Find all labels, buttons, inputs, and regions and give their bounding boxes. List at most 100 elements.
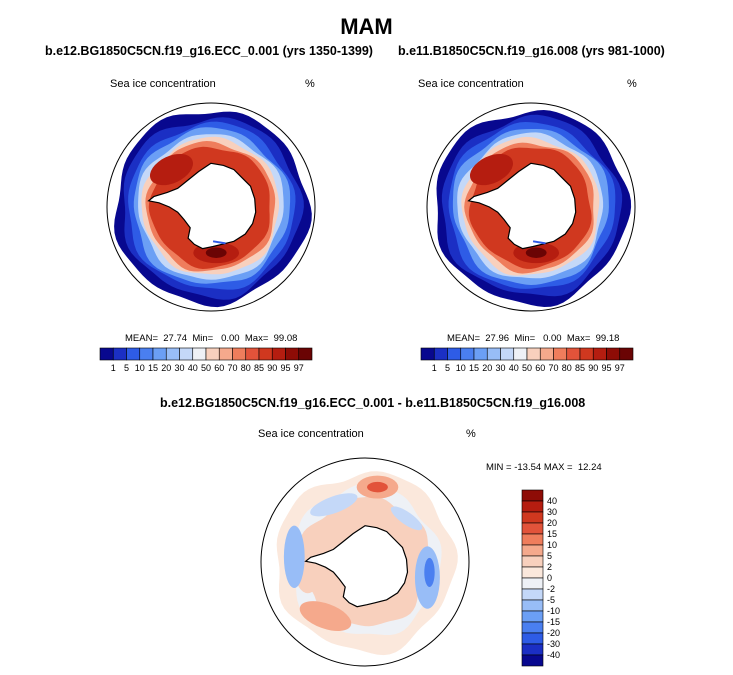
panel-1-map-boundary [106, 102, 316, 312]
panel-3-colorbar-swatch-11 [521, 610, 544, 623]
panel-3-colorbar-tick-label-14: -40 [547, 650, 560, 660]
panel-1-units-label: % [305, 78, 315, 90]
panel-3-colorbar-tick-label-4: 10 [547, 540, 557, 550]
panel-1-colorbar-tick-label-5: 30 [174, 363, 184, 373]
panel-3-colorbar-swatch-7 [521, 566, 544, 579]
panel-2-ross-max-ice [525, 247, 547, 258]
panel-3-colorbar-tick-label-11: -15 [547, 617, 560, 627]
panel-3-colorbar-tick-label-5: 5 [547, 551, 552, 561]
panel-3-colorbar-swatch-14 [521, 643, 544, 656]
panel-2-layers [427, 103, 635, 311]
panel-3-colorbar-tick-label-0: 40 [547, 496, 557, 506]
panel-3-colorbar-swatch-10 [521, 599, 544, 612]
panel-3-negative-anomaly-3-core [424, 557, 435, 587]
panel-1-colorbar-tick-label-14: 97 [294, 363, 304, 373]
panel-1-antarctica-coastline [147, 162, 257, 250]
panel-2-map-boundary [426, 102, 636, 312]
panel-3-colorbar-swatch-9 [521, 588, 544, 601]
panel-2-colorbar-tick-label-0: 1 [432, 363, 437, 373]
panel-3-colorbar-swatch-12 [521, 621, 544, 634]
panel-2-colorbar-tick-label-14: 97 [615, 363, 625, 373]
panel-3-colorbar-swatch-5 [521, 544, 544, 557]
panel-1-weddell-high-ice [149, 153, 193, 186]
panel-1-colorbar-tick-label-3: 15 [148, 363, 158, 373]
panel-3-stats: MIN = -13.54 MAX = 12.24 [486, 462, 602, 473]
panel-3-title: b.e12.BG1850C5CN.f19_g16.ECC_0.001 - b.e… [160, 396, 586, 410]
panel-3-colorbar-swatch-15 [521, 654, 544, 667]
panel-2-colorbar-tick-label-5: 30 [495, 363, 505, 373]
panel-3-negative-anomaly-2 [310, 493, 358, 517]
panel-1-variable-label: Sea ice concentration [110, 78, 216, 90]
panel-2-weddell-high-ice [469, 153, 513, 186]
panel-1-colorbar-tick-label-6: 40 [188, 363, 198, 373]
panel-3-antarctica-coastline [304, 525, 409, 608]
panel-2-colorbar-tick-label-3: 15 [469, 363, 479, 373]
panel-1-colorbar-tick-label-0: 1 [111, 363, 116, 373]
panel-2-colorbar-tick-label-11: 85 [575, 363, 585, 373]
panel-1-colorbar-tick-label-13: 95 [280, 363, 290, 373]
panel-2-units-label: % [627, 78, 637, 90]
panel-1-ross-max-ice [205, 247, 227, 258]
panel-2-colorbar-tick-label-13: 95 [601, 363, 611, 373]
panel-1-title: b.e12.BG1850C5CN.f19_g16.ECC_0.001 (yrs … [45, 44, 373, 58]
panel-1-colorbar-swatch-15 [298, 347, 313, 361]
panel-1-colorbar-tick-label-4: 20 [161, 363, 171, 373]
panel-2-colorbar-tick-label-12: 90 [588, 363, 598, 373]
panel-3-negative-anomaly-4 [390, 506, 423, 531]
panel-3-colorbar-swatch-0 [521, 489, 544, 502]
panel-2-title: b.e11.B1850C5CN.f19_g16.008 (yrs 981-100… [398, 44, 665, 58]
main-title: MAM [340, 14, 393, 39]
panel-3-negative-anomaly-1 [283, 525, 305, 588]
panel-1-colorbar-tick-label-11: 85 [254, 363, 264, 373]
panel-2-variable-label: Sea ice concentration [418, 78, 524, 90]
panel-2-colorbar-tick-label-1: 5 [445, 363, 450, 373]
panel-3-colorbar-swatch-2 [521, 511, 544, 524]
panel-2-colorbar-tick-label-9: 70 [548, 363, 558, 373]
panel-3-colorbar-tick-label-6: 2 [547, 562, 552, 572]
panel-1-colorbar-tick-label-12: 90 [267, 363, 277, 373]
panel-1-colorbar-tick-label-9: 70 [227, 363, 237, 373]
panel-1-colorbar-tick-label-2: 10 [135, 363, 145, 373]
panel-2-colorbar-tick-label-10: 80 [562, 363, 572, 373]
panel-2-colorbar-swatch-15 [619, 347, 634, 361]
panel-2-colorbar-tick-label-7: 50 [522, 363, 532, 373]
panel-3-colorbar-swatch-13 [521, 632, 544, 645]
panel-3-units-label: % [466, 428, 476, 440]
panel-1-ice-shelf-line [212, 240, 226, 245]
panel-1-colorbar-tick-label-8: 60 [214, 363, 224, 373]
panel-3-colorbar-tick-label-12: -20 [547, 628, 560, 638]
panel-2-ice-shelf-line [532, 240, 546, 245]
panel-3-positive-anomaly-1-core [367, 481, 388, 493]
panel-3-colorbar-swatch-1 [521, 500, 544, 513]
panel-3-colorbar-tick-label-1: 30 [547, 507, 557, 517]
panel-3-colorbar-swatch-4 [521, 533, 544, 546]
panel-3-colorbar-tick-label-2: 20 [547, 518, 557, 528]
panel-1-colorbar-tick-label-1: 5 [124, 363, 129, 373]
panel-3-colorbar-tick-label-10: -10 [547, 606, 560, 616]
panel-3-layers [261, 458, 469, 666]
panel-3-colorbar-swatch-3 [521, 522, 544, 535]
panel-1-layers [107, 103, 315, 311]
panel-3-map-boundary [260, 457, 470, 667]
panel-2-colorbar-tick-label-2: 10 [456, 363, 466, 373]
panel-3-colorbar-tick-label-13: -30 [547, 639, 560, 649]
panel-1-colorbar-tick-label-10: 80 [241, 363, 251, 373]
panel-2-colorbar-tick-label-8: 60 [535, 363, 545, 373]
panel-3-colorbar-swatch-6 [521, 555, 544, 568]
panel-3-colorbar-tick-label-9: -5 [547, 595, 555, 605]
panel-3-colorbar-tick-label-8: -2 [547, 584, 555, 594]
panel-2-antarctica-coastline [467, 162, 577, 250]
panel-1-colorbar-tick-label-7: 50 [201, 363, 211, 373]
panel-3-colorbar-swatch-8 [521, 577, 544, 590]
panel-2-colorbar-tick-label-4: 20 [482, 363, 492, 373]
panel-2-stats: MEAN= 27.96 Min= 0.00 Max= 99.18 [447, 333, 620, 344]
panel-3-positive-anomaly-2 [299, 601, 352, 632]
panel-1-stats: MEAN= 27.74 Min= 0.00 Max= 99.08 [125, 333, 298, 344]
panel-2-colorbar-tick-label-6: 40 [509, 363, 519, 373]
panel-3-colorbar-tick-label-7: 0 [547, 573, 552, 583]
